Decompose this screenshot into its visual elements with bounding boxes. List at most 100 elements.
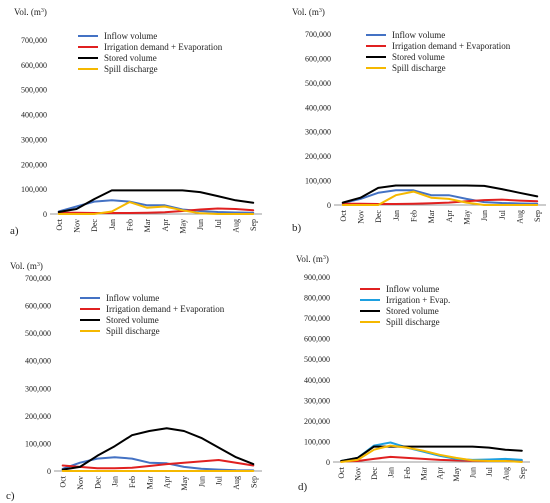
x-tick-label: Aug — [232, 219, 241, 233]
x-tick-label: Jan — [108, 219, 117, 230]
y-axis-title: Vol. (m3) — [296, 254, 329, 264]
legend-label: Irrigation demand + Evaporation — [392, 41, 511, 51]
x-tick-label: Sep — [518, 467, 527, 479]
x-tick-label: Apr — [445, 210, 454, 223]
y-tick-label: 500,000 — [305, 79, 331, 88]
y-tick-label: 900,000 — [304, 273, 330, 282]
y-tick-label: 300,000 — [305, 128, 331, 137]
y-tick-label: 200,000 — [304, 417, 330, 426]
series-line — [340, 445, 523, 462]
y-tick-label: 100,000 — [305, 177, 331, 186]
legend-label: Spill discharge — [386, 317, 440, 327]
x-tick-label: Mar — [145, 476, 154, 490]
x-tick-label: Nov — [76, 476, 85, 490]
x-tick-label: Jul — [485, 466, 494, 476]
x-tick-label: Jul — [498, 209, 507, 219]
legend-label: Inflow volume — [392, 30, 445, 40]
series-line — [341, 184, 539, 204]
panel-letter: d) — [298, 481, 308, 493]
x-tick-label: May — [179, 219, 188, 234]
x-tick-label: Aug — [501, 467, 510, 481]
y-tick-label: 200,000 — [25, 412, 51, 421]
y-tick-label: 500,000 — [304, 355, 330, 364]
x-tick-label: Apr — [436, 467, 445, 480]
x-tick-label: Apr — [161, 219, 170, 232]
x-tick-label: Dec — [93, 476, 102, 489]
x-tick-label: May — [180, 476, 189, 491]
series-line — [57, 189, 255, 213]
x-tick-label: Sep — [249, 219, 258, 231]
y-tick-label: 200,000 — [305, 152, 331, 161]
y-tick-label: 700,000 — [304, 314, 330, 323]
y-tick-label: 100,000 — [21, 185, 47, 194]
panel-letter: c) — [6, 490, 15, 502]
x-tick-label: Oct — [337, 466, 346, 478]
legend-label: Inflow volume — [106, 293, 159, 303]
x-tick-label: Jun — [196, 219, 205, 230]
legend-label: Irrigation demand + Evaporation — [106, 304, 225, 314]
chart-panel-4: Vol. (m3) 0 100,000 200,000 300,000 400,000 50… — [296, 254, 530, 493]
chart-panel-3: Vol. (m3) 0 100,000 200,000 300,000 400,000 50… — [6, 261, 262, 502]
x-tick-label: Mar — [419, 467, 428, 481]
y-tick-label: 700,000 — [305, 30, 331, 39]
legend-label: Stored volume — [106, 315, 159, 325]
series-line — [57, 201, 255, 215]
x-tick-label: Feb — [403, 467, 412, 479]
y-tick-label: 0 — [326, 458, 330, 467]
y-axis-title: Vol. (m3) — [14, 7, 47, 17]
x-tick-label: Jan — [392, 210, 401, 221]
x-tick-label: Dec — [90, 219, 99, 232]
y-tick-label: 500,000 — [25, 329, 51, 338]
y-tick-label: 300,000 — [25, 384, 51, 393]
x-tick-label: Jun — [469, 467, 478, 478]
series-line — [341, 190, 539, 206]
x-tick-label: Nov — [73, 219, 82, 233]
x-tick-label: Oct — [55, 218, 64, 230]
legend-label: Stored volume — [386, 306, 439, 316]
y-tick-label: 0 — [43, 210, 47, 219]
chart-panel-1: Vol. (m3) 0 100,000 200,000 300,000 400,000 50… — [10, 7, 262, 237]
y-tick-label: 0 — [47, 467, 51, 476]
y-tick-label: 600,000 — [25, 302, 51, 311]
y-axis-title: Vol. (m3) — [10, 261, 43, 271]
x-tick-label: Aug — [516, 210, 525, 224]
x-tick-label: Dec — [370, 467, 379, 480]
series-line — [57, 199, 255, 214]
legend-label: Spill discharge — [392, 63, 446, 73]
y-tick-label: 300,000 — [21, 135, 47, 144]
panel-letter: b) — [292, 222, 302, 234]
x-tick-label: Nov — [357, 210, 366, 224]
x-tick-label: Jul — [214, 218, 223, 228]
series-line — [61, 459, 255, 470]
series-line — [340, 444, 523, 463]
y-axis-title: Vol. (m3) — [292, 7, 325, 17]
y-tick-label: 700,000 — [21, 36, 47, 45]
y-tick-label: 200,000 — [21, 160, 47, 169]
legend-label: Irrigation demand + Evaporation — [104, 42, 223, 52]
y-tick-label: 400,000 — [21, 111, 47, 120]
legend-label: Stored volume — [392, 52, 445, 62]
y-tick-label: 300,000 — [304, 396, 330, 405]
legend-label: Spill discharge — [106, 326, 160, 336]
y-tick-label: 600,000 — [304, 335, 330, 344]
x-tick-label: May — [463, 210, 472, 225]
y-tick-label: 500,000 — [21, 86, 47, 95]
x-tick-label: Feb — [128, 476, 137, 488]
series-line — [341, 189, 539, 205]
x-tick-label: Jun — [480, 210, 489, 221]
x-tick-label: Dec — [374, 210, 383, 223]
y-tick-label: 400,000 — [25, 357, 51, 366]
y-tick-label: 600,000 — [305, 54, 331, 63]
legend-label: Inflow volume — [104, 31, 157, 41]
chart-panel-2: Vol. (m3) 0 100,000 200,000 300,000 400,000 50… — [292, 7, 546, 234]
legend-label: Stored volume — [104, 53, 157, 63]
y-tick-label: 100,000 — [304, 437, 330, 446]
panel-letter: a) — [10, 225, 19, 237]
legend-label: Spill discharge — [104, 64, 158, 74]
series-line — [61, 456, 255, 472]
x-tick-label: Jan — [386, 467, 395, 478]
x-tick-label: Jul — [215, 475, 224, 485]
y-tick-label: 400,000 — [305, 103, 331, 112]
x-tick-label: Oct — [59, 475, 68, 487]
x-tick-label: Feb — [410, 210, 419, 222]
